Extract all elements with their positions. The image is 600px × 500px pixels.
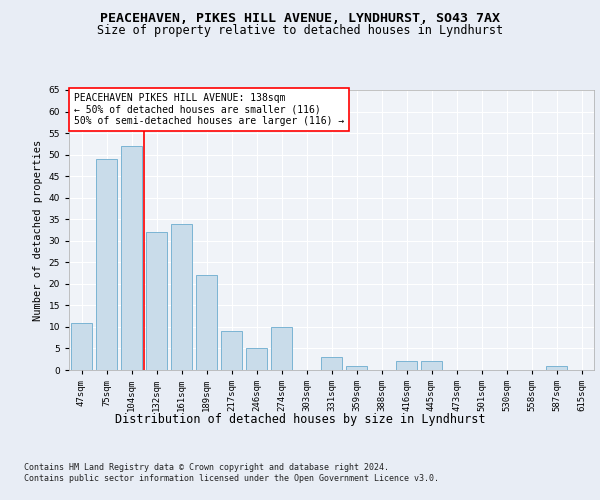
Text: PEACEHAVEN, PIKES HILL AVENUE, LYNDHURST, SO43 7AX: PEACEHAVEN, PIKES HILL AVENUE, LYNDHURST… <box>100 12 500 26</box>
Bar <box>196 275 217 370</box>
Bar <box>96 159 117 370</box>
Bar <box>421 362 442 370</box>
Text: Distribution of detached houses by size in Lyndhurst: Distribution of detached houses by size … <box>115 412 485 426</box>
Bar <box>71 322 92 370</box>
Text: Size of property relative to detached houses in Lyndhurst: Size of property relative to detached ho… <box>97 24 503 37</box>
Y-axis label: Number of detached properties: Number of detached properties <box>33 140 43 320</box>
Text: PEACEHAVEN PIKES HILL AVENUE: 138sqm
← 50% of detached houses are smaller (116)
: PEACEHAVEN PIKES HILL AVENUE: 138sqm ← 5… <box>74 93 344 126</box>
Text: Contains HM Land Registry data © Crown copyright and database right 2024.: Contains HM Land Registry data © Crown c… <box>24 462 389 471</box>
Bar <box>121 146 142 370</box>
Text: Contains public sector information licensed under the Open Government Licence v3: Contains public sector information licen… <box>24 474 439 483</box>
Bar <box>546 366 567 370</box>
Bar <box>246 348 267 370</box>
Bar <box>346 366 367 370</box>
Bar <box>271 327 292 370</box>
Bar <box>171 224 192 370</box>
Bar <box>396 362 417 370</box>
Bar <box>221 331 242 370</box>
Bar <box>146 232 167 370</box>
Bar <box>321 357 342 370</box>
